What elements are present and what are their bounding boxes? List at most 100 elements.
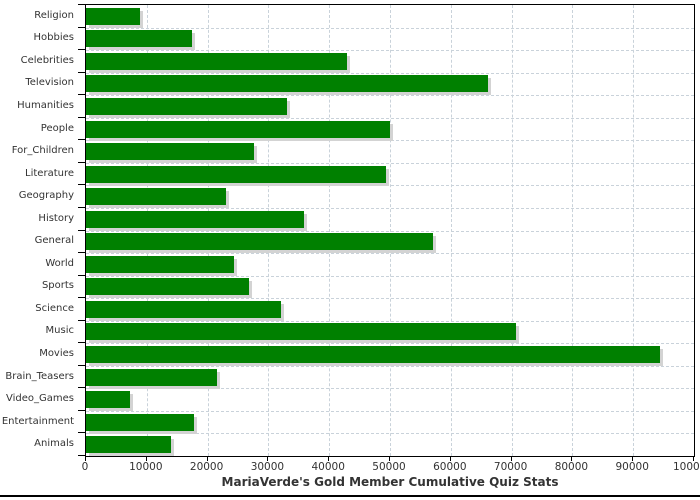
bar-hobbies <box>86 30 193 48</box>
category-label-geography: Geography <box>18 190 74 202</box>
value-tick-mark <box>632 456 634 461</box>
value-tick-mark <box>449 456 451 461</box>
bar-general <box>86 233 433 251</box>
bar-for_children <box>86 143 254 161</box>
bar-humanities <box>86 97 288 115</box>
value-tick-mark <box>267 456 269 461</box>
category-label-television: Television <box>25 77 74 89</box>
horizontal-gridline <box>86 27 694 29</box>
horizontal-gridline <box>86 162 694 164</box>
bar-movies <box>86 346 660 364</box>
horizontal-gridline <box>86 95 694 97</box>
category-label-humanities: Humanities <box>17 99 74 111</box>
value-tick-label: 30000 <box>250 461 285 473</box>
horizontal-gridline <box>86 343 694 345</box>
horizontal-gridline <box>86 298 694 300</box>
value-tick-mark <box>206 456 208 461</box>
horizontal-gridline <box>86 230 694 232</box>
horizontal-gridline <box>86 50 694 52</box>
horizontal-gridline <box>86 117 694 119</box>
value-tick-label: 60000 <box>433 461 467 473</box>
category-label-history: History <box>38 212 74 224</box>
category-tick-mark <box>78 94 86 95</box>
category-label-religion: Religion <box>34 9 74 21</box>
bar-video_games <box>86 391 130 409</box>
value-tick-mark <box>571 456 573 461</box>
horizontal-gridline <box>86 72 694 74</box>
category-tick-mark <box>78 117 86 118</box>
category-label-entertainment: Entertainment <box>1 415 74 427</box>
bottom-divider-line <box>0 495 700 497</box>
category-label-celebrities: Celebrities <box>20 54 74 66</box>
category-tick-mark <box>78 365 86 366</box>
value-tick-mark <box>510 456 512 461</box>
value-tick-mark <box>328 456 330 461</box>
category-tick-mark <box>78 4 86 5</box>
value-tick-mark <box>145 456 147 461</box>
horizontal-gridline <box>86 275 694 277</box>
category-label-video_games: Video_Games <box>6 393 74 405</box>
bar-geography <box>86 188 227 206</box>
bar-literature <box>86 165 387 183</box>
category-tick-mark <box>78 139 86 140</box>
bar-world <box>86 255 234 273</box>
category-tick-mark <box>78 184 86 185</box>
category-tick-mark <box>78 387 86 388</box>
horizontal-gridline <box>86 388 694 390</box>
value-tick-label: 0 <box>81 461 89 473</box>
category-tick-mark <box>78 297 86 298</box>
bar-animals <box>86 436 171 454</box>
bar-brain_teasers <box>86 368 217 386</box>
category-label-for_children: For_Children <box>11 145 74 157</box>
horizontal-gridline <box>86 365 694 367</box>
value-tick-label: 90000 <box>615 461 649 473</box>
value-tick-label: 70000 <box>493 461 528 473</box>
value-tick-label: 100000 <box>672 461 700 473</box>
value-tick-label: 20000 <box>189 461 224 473</box>
category-label-science: Science <box>35 302 74 314</box>
category-label-people: People <box>40 122 74 134</box>
category-tick-mark <box>78 72 86 73</box>
horizontal-gridline <box>86 185 694 187</box>
category-tick-mark <box>78 27 86 28</box>
chart-title: MariaVerde's Gold Member Cumulative Quiz… <box>221 475 559 489</box>
value-tick-mark <box>85 456 86 461</box>
value-tick-label: 50000 <box>372 461 406 473</box>
category-label-general: General <box>34 235 74 247</box>
category-tick-mark <box>78 207 86 208</box>
category-label-sports: Sports <box>41 280 74 292</box>
category-label-literature: Literature <box>25 167 74 179</box>
category-label-animals: Animals <box>34 438 74 450</box>
value-tick-mark <box>693 456 694 461</box>
value-tick-label: 10000 <box>129 461 163 473</box>
bar-sports <box>86 278 249 296</box>
horizontal-gridline <box>86 140 694 142</box>
bar-celebrities <box>86 52 348 70</box>
category-tick-mark <box>78 252 86 253</box>
category-label-movies: Movies <box>39 348 74 360</box>
category-label-brain_teasers: Brain_Teasers <box>5 370 74 382</box>
category-tick-mark <box>78 432 86 433</box>
value-tick-mark <box>389 456 390 461</box>
category-tick-mark <box>78 455 86 456</box>
horizontal-gridline <box>86 207 694 209</box>
horizontal-gridline <box>86 410 694 412</box>
category-tick-mark <box>78 49 86 50</box>
category-tick-mark <box>78 230 86 231</box>
horizontal-gridline <box>86 320 694 322</box>
value-tick-label: 40000 <box>311 461 345 473</box>
category-label-hobbies: Hobbies <box>33 32 74 44</box>
bar-history <box>86 210 304 228</box>
bar-music <box>86 323 517 341</box>
bar-entertainment <box>86 413 194 431</box>
plot-area <box>85 4 695 457</box>
category-label-music: Music <box>45 325 74 337</box>
category-tick-mark <box>78 275 86 276</box>
bar-science <box>86 300 281 318</box>
bar-religion <box>86 7 140 25</box>
bar-people <box>86 120 390 138</box>
category-tick-mark <box>78 410 86 411</box>
category-label-world: World <box>45 257 74 269</box>
bar-television <box>86 75 489 93</box>
